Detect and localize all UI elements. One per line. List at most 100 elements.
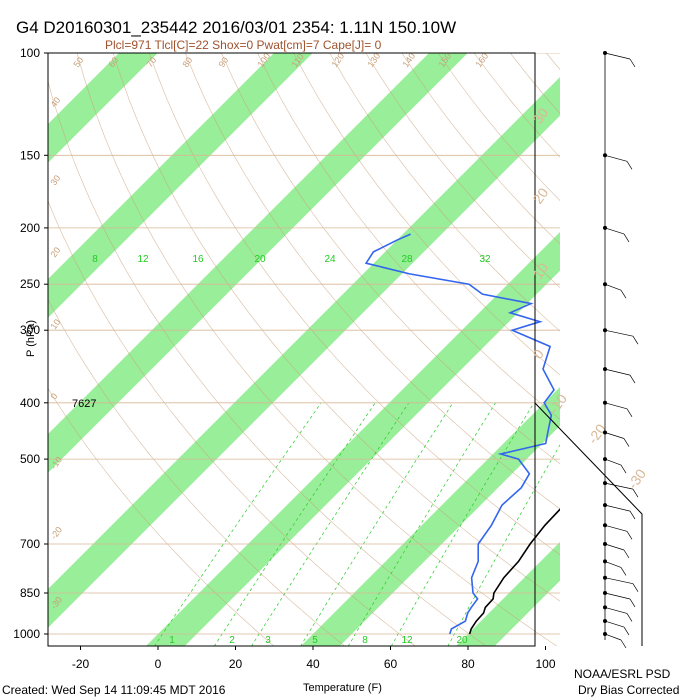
y-tick-label: 400 — [20, 396, 40, 410]
wind-barb-flag — [620, 639, 627, 649]
wind-barb-flag — [626, 613, 633, 622]
mixing-ratio-label: 5 — [312, 635, 318, 646]
isotherm-label: 0 — [48, 391, 59, 401]
wind-barb — [604, 458, 622, 466]
wind-barb — [604, 504, 631, 512]
mixing-ratio-label: 20 — [254, 254, 266, 265]
wind-barb — [604, 592, 631, 600]
wind-barb — [604, 227, 625, 235]
wind-barb — [604, 432, 625, 439]
isotherm-bands — [48, 53, 560, 646]
mixing-ratio-line — [213, 402, 376, 646]
mixing-ratio-label: 8 — [92, 254, 98, 265]
wind-barb — [604, 52, 631, 60]
isotherm-label: 30 — [48, 173, 62, 187]
mixing-ratio-line — [390, 402, 535, 646]
isotherm-label: 80 — [180, 55, 194, 69]
plot-area — [48, 53, 700, 646]
mixing-ratio-line — [300, 402, 454, 646]
y-axis-ticks: 100 150 200 250 300 400 500 700 850 1000 — [13, 46, 48, 641]
isotherm-band — [48, 53, 313, 318]
y-axis-label: P (hPa) — [25, 320, 37, 357]
isotherm-band — [48, 77, 560, 628]
mixing-ratio-label: 20 — [456, 635, 468, 646]
mixing-ratio-labels: 8 12 16 20 24 28 321 2 3 5 8 12 20 — [92, 254, 491, 646]
isotherm-label: 40 — [48, 95, 62, 109]
wind-barb — [604, 577, 634, 585]
chart-title: G4 D20160301_235442 2016/03/01 2354: 1.1… — [16, 18, 456, 37]
mixing-ratio-label: 2 — [229, 635, 235, 646]
mixing-ratio-line — [347, 402, 496, 646]
dry-adiabat-line — [655, 53, 700, 646]
isotherm-label: 50 — [71, 55, 85, 69]
wind-barb — [604, 368, 631, 376]
y-tick-label: 100 — [20, 46, 40, 60]
dry-adiabat-line — [76, 53, 558, 646]
y-tick-label: 850 — [20, 586, 40, 600]
wind-barb-flag — [623, 233, 630, 243]
wind-barb — [604, 402, 628, 410]
plot-frame — [47, 52, 536, 647]
isotherm-label: 20 — [48, 245, 62, 259]
wind-barb-flag — [629, 374, 636, 384]
mixing-ratio-label: 1 — [169, 635, 175, 646]
x-tick-label: 0 — [155, 657, 162, 671]
dry-adiabat-line — [257, 53, 560, 420]
mixing-ratio-lines — [154, 402, 560, 646]
dry-adiabat-line — [148, 53, 560, 556]
isotherm-label: 90 — [216, 55, 230, 69]
wind-barb — [604, 620, 625, 628]
y-tick-label: 250 — [20, 277, 40, 291]
y-tick-label: 700 — [20, 537, 40, 551]
wind-barb — [604, 607, 628, 614]
x-tick-label: 80 — [461, 657, 475, 671]
mixing-ratio-label: 24 — [324, 254, 336, 265]
isotherm-label: 70 — [144, 55, 158, 69]
wind-barb — [604, 482, 634, 490]
dry-adiabat-line — [112, 53, 560, 602]
dry-adiabat-line — [582, 53, 700, 646]
mixing-ratio-line — [251, 402, 409, 646]
dry-adiabat-line — [619, 53, 700, 646]
wind-barb-flag — [629, 598, 636, 608]
profile-series — [364, 233, 560, 635]
dry-adiabat-line — [691, 53, 700, 646]
mixing-ratio-label: 3 — [265, 635, 271, 646]
dry-adiabat-line — [48, 80, 487, 646]
mixing-ratio-label: 12 — [401, 635, 413, 646]
dry-adiabat-line — [185, 53, 560, 510]
x-axis-ticks: -20 0 20 40 60 80 100 — [72, 646, 556, 671]
dry-adiabat-line — [329, 53, 560, 332]
wind-barb — [604, 543, 625, 551]
wind-barb-flag — [626, 531, 633, 540]
wind-barb-column — [603, 51, 639, 649]
wind-barb — [604, 561, 622, 568]
isotherm-band — [48, 53, 468, 473]
dry-adiabat-line — [48, 387, 275, 646]
mixing-ratio-label: 8 — [362, 635, 368, 646]
dry-adiabat-line — [48, 298, 346, 646]
wind-barb-flag — [632, 488, 639, 498]
mixing-ratio-label: 28 — [401, 254, 413, 265]
x-axis-label: Temperature (F) — [303, 682, 382, 694]
dry-adiabat-line — [221, 53, 560, 465]
dewpoint-line — [364, 233, 555, 635]
y-tick-label: 1000 — [13, 627, 40, 641]
isotherm-label: 10 — [48, 317, 62, 331]
isotherm-band — [456, 542, 560, 646]
y-tick-label: 200 — [20, 221, 40, 235]
wind-barb — [604, 283, 622, 291]
wind-barb-flag — [620, 464, 627, 474]
x-tick-label: 20 — [229, 657, 243, 671]
isotherm-label: 60 — [106, 55, 120, 69]
y-tick-label: 150 — [20, 148, 40, 162]
wind-barb-flag — [620, 567, 627, 576]
wind-barb — [604, 524, 628, 532]
dry-adiabat-line — [546, 53, 560, 70]
mixing-ratio-label: 12 — [137, 254, 149, 265]
wind-barb — [604, 329, 634, 337]
height-annotation: 7627 — [72, 398, 96, 410]
wind-barb — [604, 154, 628, 162]
wind-barb-flag — [629, 58, 636, 68]
